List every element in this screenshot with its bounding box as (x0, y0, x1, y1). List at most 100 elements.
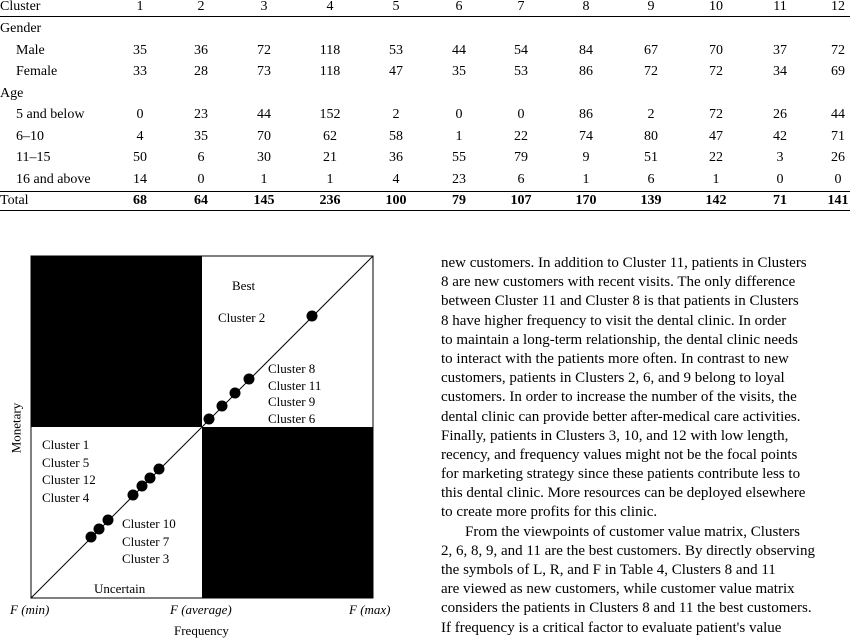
table-cell: 14 (133, 171, 147, 187)
body-text-column: new customers. In addition to Cluster 11… (441, 254, 850, 638)
x-max-label: F (max) (349, 601, 391, 618)
table-cell: 86 (579, 64, 593, 79)
table-cell: 1 (455, 128, 463, 144)
table-cell: 28 (194, 64, 208, 79)
table-cell: 22 (514, 128, 528, 144)
text-line: are viewed as new customers, while custo… (441, 581, 795, 598)
table-cell: 152 (319, 107, 341, 122)
text-line: recency, and frequency values might not … (441, 446, 798, 463)
table-cell: 71 (773, 193, 787, 208)
table-cell: 47 (389, 64, 403, 79)
table-cell: 9 (582, 150, 590, 165)
x-max-label-text: F (max) (349, 602, 391, 617)
point-cluster-12 (136, 480, 148, 492)
table-cell: 30 (257, 150, 271, 165)
x-avg-label-text: F (average) (170, 602, 232, 617)
cluster-label: Cluster 4 (42, 489, 90, 505)
table-cell: 4 (392, 171, 400, 187)
point-cluster-2 (306, 310, 318, 322)
point-cluster-1 (153, 463, 165, 475)
table-cell: 79 (452, 193, 466, 208)
table-cell: 74 (579, 128, 593, 144)
point-cluster-3 (85, 531, 97, 543)
text-line: to create more profits for this clinic. (441, 504, 658, 521)
table-row-label: 6–10 (16, 128, 44, 144)
table-header-cell: 6 (455, 0, 463, 14)
table-row-label: Gender (0, 21, 42, 36)
table-row-label: 11–15 (16, 150, 51, 165)
table-cell: 2 (647, 107, 655, 122)
table-cell: 35 (194, 128, 208, 144)
table-section-row: Age (0, 83, 850, 104)
text-line: 8 have higher frequency to visit the den… (441, 312, 787, 329)
table-cell: 72 (709, 107, 723, 122)
table-header-cell: 11 (773, 0, 787, 14)
table-header-rule (0, 16, 850, 17)
point-cluster-8 (243, 373, 255, 385)
cluster-label: Cluster 7 (122, 533, 170, 549)
table-cell: 58 (389, 128, 403, 144)
table-cell: 47 (709, 128, 723, 144)
table-cell: 139 (640, 193, 662, 208)
table-header-cell: 12 (831, 0, 845, 14)
table-cell: 72 (831, 42, 845, 58)
table-header-cell: 8 (582, 0, 590, 14)
text-line: 8 are new customers with recent visits. … (441, 274, 796, 291)
point-cluster-6 (203, 413, 215, 425)
quadrant-uncertain-label: Uncertain (94, 581, 146, 596)
text-line: dental clinic can provide better after-m… (441, 408, 801, 425)
table-cell: 1 (326, 171, 334, 187)
text-line: this dental clinic. More resources can b… (441, 485, 806, 502)
table-row-label: Male (16, 42, 45, 58)
table-cell: 84 (579, 42, 593, 58)
table-cell: 50 (133, 150, 147, 165)
table-row-label: 5 and below (16, 107, 85, 122)
table-cell: 0 (455, 107, 463, 122)
table-cell: 71 (831, 128, 845, 144)
cluster-label: Cluster 3 (122, 551, 170, 566)
cluster-label: Cluster 8 (268, 361, 316, 376)
cluster-label: Cluster 5 (42, 454, 90, 470)
table-cell: 33 (133, 64, 147, 79)
text-line: the symbols of L, R, and F in Table 4, C… (441, 562, 776, 578)
table-cell: 80 (644, 128, 658, 144)
x-min-label-text: F (min) (10, 602, 50, 617)
table-row: 5 and below 0 23 44 152 2 0 0 86 2 72 26 44 (0, 104, 850, 125)
table-cell: 0 (834, 171, 842, 187)
table-row: 6–10 4 35 70 62 58 1 22 74 80 47 42 71 (0, 126, 850, 147)
text-line: to interact with the patients more often… (441, 350, 789, 367)
matrix-plot (30, 255, 374, 599)
lower-cluster-group: Cluster 10 Cluster 7 Cluster 3 (122, 515, 176, 568)
text-line: 2, 6, 8, 9, and 11 are the best customer… (441, 542, 815, 559)
table-header-cell: 3 (260, 0, 268, 14)
table-total-rule (0, 191, 850, 192)
table-cell: 36 (389, 150, 403, 165)
table-cell: 21 (323, 150, 337, 165)
table-cell: 1 (260, 171, 268, 187)
table-cell: 4 (136, 128, 144, 144)
table-row-label: Age (0, 85, 24, 101)
table-cell: 0 (136, 107, 144, 122)
cluster-table: Cluster 1 2 3 4 5 6 7 8 9 10 11 12 Gender Male 35 36 72 11… (0, 0, 850, 212)
table-header-cell: 9 (647, 0, 655, 14)
table-cell: 54 (514, 42, 528, 58)
table-cell: 6 (197, 150, 205, 165)
table-cell: 170 (575, 193, 597, 208)
table-cell: 3 (776, 150, 784, 165)
table-cell: 51 (644, 150, 658, 165)
table-cell: 23 (452, 171, 466, 187)
table-header-cell: 7 (517, 0, 525, 14)
table-cell: 67 (644, 42, 658, 58)
table-cell: 35 (452, 64, 466, 79)
text-line: If frequency is a critical factor to eva… (441, 619, 782, 636)
table-total-row: Total 68 64 145 236 100 79 107 170 139 142 71 141 (0, 190, 850, 211)
point-cluster-4 (127, 489, 139, 501)
table-cell: 44 (831, 107, 845, 122)
text-line: to maintain a long-term relationship, th… (441, 331, 798, 348)
text-line: between Cluster 11 and Cluster 8 is that… (441, 293, 799, 310)
left-cluster-group: Cluster 1 Cluster 5 Cluster 12 Cluster 4 (42, 436, 96, 506)
cluster-label: Cluster 9 (268, 394, 316, 409)
table-cell: 23 (194, 107, 208, 122)
table-row-label: Total (0, 193, 29, 208)
table-cell: 1 (712, 171, 720, 187)
